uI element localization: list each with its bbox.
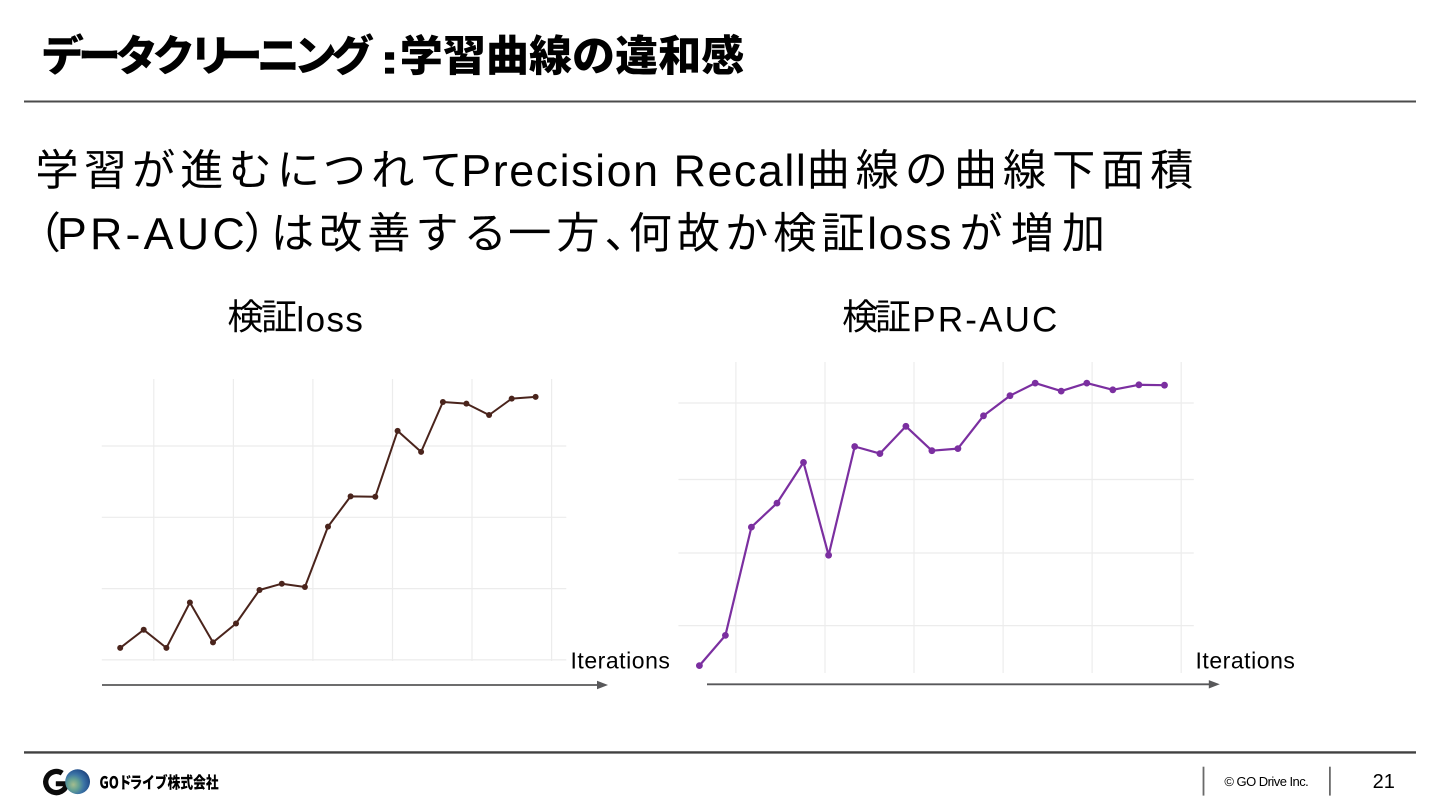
svg-text:loss: loss (296, 300, 363, 339)
svg-text:PR-AUC: PR-AUC (57, 209, 245, 259)
svg-text:Iterations: Iterations (1196, 647, 1295, 673)
svg-text:Precision Recall: Precision Recall (461, 146, 806, 196)
svg-text:Iterations: Iterations (571, 647, 670, 673)
svg-text:loss: loss (867, 209, 951, 259)
svg-text:PR-AUC: PR-AUC (912, 300, 1057, 339)
svg-text:© GO Drive Inc.: © GO Drive Inc. (1224, 774, 1308, 789)
svg-text:21: 21 (1373, 771, 1395, 793)
